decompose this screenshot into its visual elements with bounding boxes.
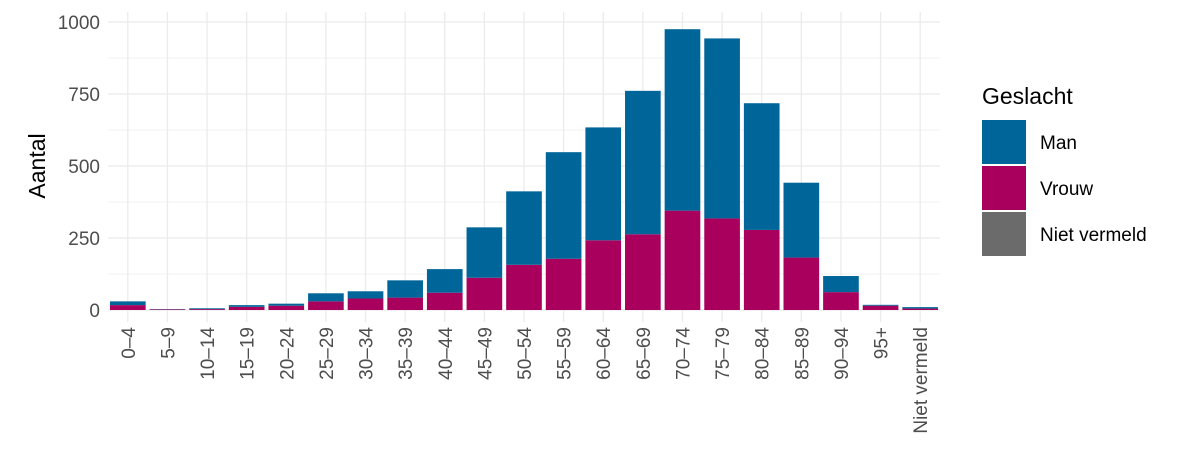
legend-key-vrouw (982, 166, 1026, 210)
bar-man (109, 301, 146, 306)
y-tick-label: 0 (89, 301, 100, 322)
y-tick-label: 1000 (58, 13, 100, 34)
bar-man (228, 305, 265, 307)
x-tick-label: 65–69 (634, 327, 655, 380)
x-tick-label: 0–4 (119, 327, 140, 359)
y-tick-label: 750 (68, 85, 100, 106)
bar-vrouw (743, 229, 780, 310)
x-axis: 0–4 5–9 10–14 15–19 20–24 25–29 30–34 35–39 40–4… (119, 327, 932, 434)
x-tick-label: 25–29 (317, 327, 338, 380)
y-tick-label: 250 (68, 229, 100, 250)
bar-vrouw (347, 298, 384, 310)
x-tick-label: 75–79 (713, 327, 734, 380)
legend-label: Man (1040, 133, 1077, 154)
legend-label: Vrouw (1040, 179, 1093, 200)
bar-vrouw (664, 210, 701, 310)
bar-vrouw (506, 264, 542, 310)
bar-man (585, 127, 622, 241)
x-tick-label: 50–54 (515, 327, 536, 380)
x-tick-label: 70–74 (673, 327, 694, 380)
legend-title: Geslacht (982, 83, 1073, 109)
bar-man (902, 307, 939, 309)
bar-man (664, 29, 701, 211)
legend-key-niet-vermeld (982, 212, 1026, 256)
bar-vrouw (585, 240, 622, 310)
x-tick-label: 55–59 (555, 327, 576, 380)
legend-key-man (982, 120, 1026, 164)
bar-man (506, 191, 542, 265)
bar-vrouw (862, 305, 899, 310)
bar-man (545, 152, 582, 259)
bar-man (704, 38, 740, 219)
x-tick-label: 35–39 (396, 327, 417, 380)
bar-vrouw (466, 277, 503, 310)
x-tick-label: 10–14 (198, 327, 219, 380)
bar-man (466, 227, 503, 278)
bars (109, 29, 939, 310)
legend-label: Niet vermeld (1040, 225, 1147, 246)
x-tick-label: 90–94 (832, 327, 853, 380)
bar-vrouw (189, 309, 225, 310)
bar-man (823, 276, 859, 293)
bar-man (625, 90, 661, 235)
bar-man (862, 304, 899, 306)
x-tick-label: 20–24 (277, 327, 298, 380)
x-tick-label: 15–19 (238, 327, 259, 380)
bar-man (387, 280, 423, 298)
x-tick-label: 30–34 (357, 327, 378, 380)
bar-man (268, 303, 305, 306)
x-tick-label: 5–9 (158, 327, 179, 359)
bar-vrouw (823, 292, 859, 310)
x-tick-label: 85–89 (792, 327, 813, 380)
bar-man (743, 103, 780, 230)
bar-vrouw (308, 301, 344, 310)
x-tick-label: 95+ (872, 327, 893, 359)
bar-vrouw (625, 234, 661, 310)
bar-vrouw (426, 292, 463, 310)
bar-vrouw (545, 258, 582, 310)
bar-man (308, 293, 344, 302)
x-tick-label: 40–44 (436, 327, 457, 380)
bar-man (347, 291, 384, 299)
bar-vrouw (704, 218, 740, 310)
y-axis: 0 250 500 750 1000 (58, 13, 100, 322)
bar-man (189, 308, 225, 310)
bar-vrouw (387, 297, 423, 310)
legend: Geslacht Man Vrouw Niet vermeld (982, 83, 1147, 256)
x-tick-label: 60–64 (594, 327, 615, 380)
bar-vrouw (783, 257, 820, 310)
x-tick-label: 80–84 (753, 327, 774, 380)
y-tick-label: 500 (68, 157, 100, 178)
x-tick-label: Niet vermeld (911, 327, 932, 434)
bar-vrouw (902, 308, 939, 310)
y-axis-title: Aantal (24, 133, 50, 198)
x-tick-label: 45–49 (475, 327, 496, 380)
bar-vrouw (149, 309, 186, 310)
bar-vrouw (228, 306, 265, 310)
bar-vrouw (268, 305, 305, 310)
bar-man (783, 182, 820, 258)
bar-man (426, 269, 463, 293)
bar-vrouw (109, 305, 146, 310)
